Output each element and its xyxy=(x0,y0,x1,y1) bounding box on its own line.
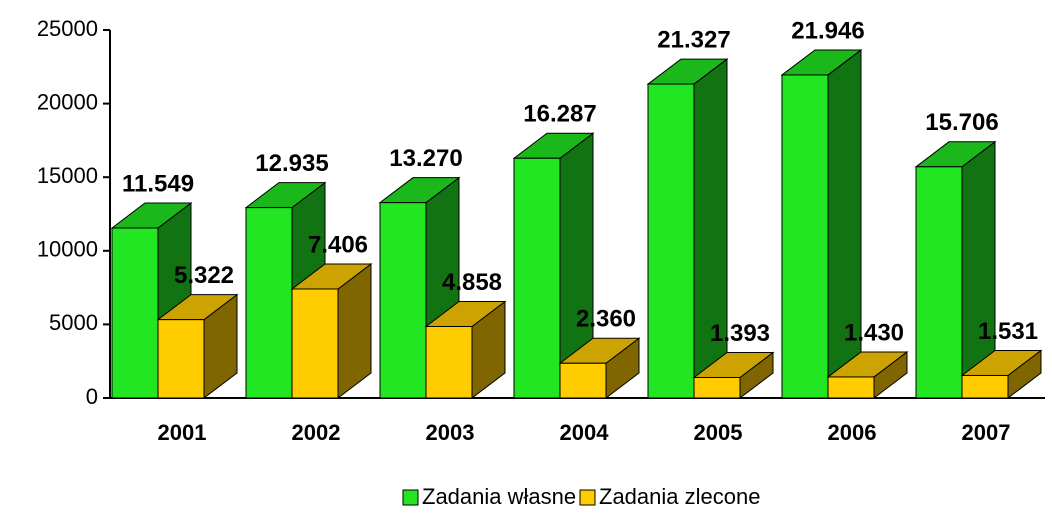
y-tick-label: 20000 xyxy=(37,89,98,114)
value-label: 2.360 xyxy=(576,306,636,333)
value-label: 4.858 xyxy=(442,269,502,296)
x-tick-label: 2007 xyxy=(962,420,1011,445)
bar xyxy=(512,132,595,400)
bar-front xyxy=(513,157,561,399)
bar xyxy=(826,350,909,400)
value-label: 1.430 xyxy=(844,319,904,346)
bar-front xyxy=(781,74,829,399)
bar-front xyxy=(693,376,741,399)
x-tick-label: 2006 xyxy=(828,420,877,445)
bar xyxy=(424,300,507,400)
legend-label: Zadania własne xyxy=(422,484,576,509)
bar xyxy=(558,337,641,400)
x-tick-label: 2002 xyxy=(292,420,341,445)
y-tick-label: 25000 xyxy=(37,16,98,41)
bar-front xyxy=(961,374,1009,399)
value-label: 16.287 xyxy=(523,101,596,128)
bar-front xyxy=(425,325,473,399)
bar-front xyxy=(827,376,875,399)
value-label: 5.322 xyxy=(174,262,234,289)
value-label: 11.549 xyxy=(122,170,194,197)
bar xyxy=(110,201,193,400)
value-label: 15.706 xyxy=(925,109,998,136)
value-label: 21.327 xyxy=(657,26,730,53)
bar-front xyxy=(245,207,293,399)
legend-swatch xyxy=(579,489,596,506)
y-tick-label: 15000 xyxy=(37,163,98,188)
bar xyxy=(692,351,775,400)
value-label: 7.406 xyxy=(308,231,368,258)
y-tick-label: 10000 xyxy=(37,237,98,262)
bar-front xyxy=(157,319,205,399)
bar xyxy=(914,140,997,400)
bar-front xyxy=(111,227,159,399)
y-tick-label: 0 xyxy=(86,384,98,409)
x-tick-label: 2004 xyxy=(560,420,610,445)
bar-front xyxy=(291,288,339,399)
value-label: 13.270 xyxy=(389,145,462,172)
legend-label: Zadania zlecone xyxy=(599,484,760,509)
value-label: 1.531 xyxy=(978,318,1038,345)
bar-front xyxy=(559,362,607,399)
value-label: 21.946 xyxy=(791,17,864,44)
bar xyxy=(290,262,373,400)
bar-front xyxy=(915,166,963,399)
bar xyxy=(156,293,239,400)
value-label: 12.935 xyxy=(255,150,328,177)
x-tick-label: 2001 xyxy=(158,420,207,445)
bar xyxy=(780,48,863,400)
y-tick-label: 5000 xyxy=(49,310,98,335)
bar xyxy=(646,58,729,400)
legend-swatch xyxy=(402,489,419,506)
bar-side xyxy=(693,58,728,400)
bar xyxy=(960,349,1043,400)
value-label: 1.393 xyxy=(710,320,770,347)
bar-front xyxy=(647,83,695,399)
bar-front xyxy=(379,202,427,399)
x-tick-label: 2005 xyxy=(694,420,743,445)
x-tick-label: 2003 xyxy=(426,420,475,445)
